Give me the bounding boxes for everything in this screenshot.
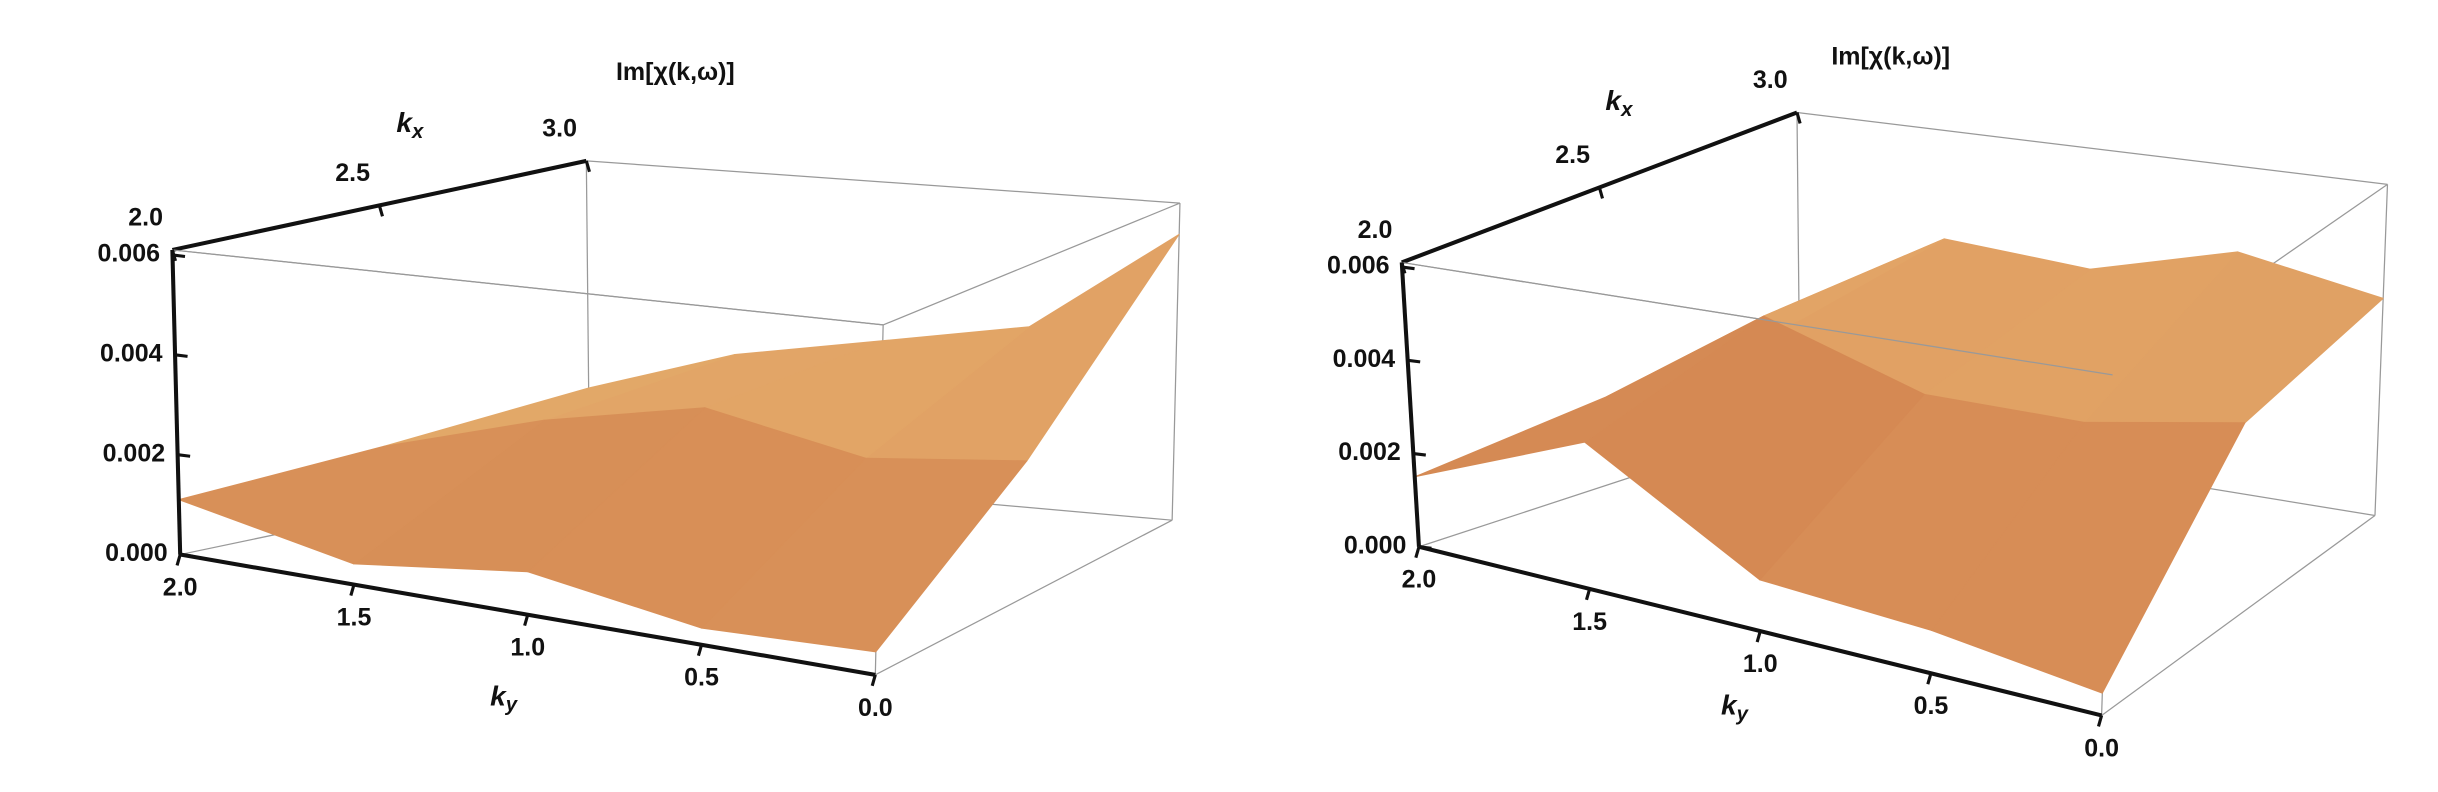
axis-label: kx [1605,86,1633,122]
axis-label: kx [396,107,424,143]
plot-label: Im[χ(k,ω)] [1831,42,1950,70]
y-tick-label: 0.0 [858,694,893,722]
box-edge [1401,261,2113,376]
box-edge [882,202,1181,326]
y-tick [175,554,182,566]
x-tick-label: 2.0 [1358,216,1393,244]
box-edge [172,249,884,326]
x-tick-label: 2.5 [1555,141,1590,169]
y-tick-label: 1.0 [510,634,545,662]
x-tick [584,160,591,173]
y-tick-label: 2.0 [163,574,198,602]
y-tick [1755,630,1762,643]
box-edge [2374,184,2389,516]
y-tick [523,614,530,627]
z-tick [177,453,191,458]
z-tick [1418,545,1432,550]
z-tick-label: 0.004 [100,339,163,367]
y-tick [1926,672,1933,685]
axis-label: ky [490,681,519,717]
y-tick-label: 0.5 [684,664,719,692]
y-tick-label: 0.0 [2084,734,2119,762]
y-tick-label: 1.5 [337,604,372,632]
z-tick [1413,451,1427,457]
surface-plot: 2.0 2.5 3.0 2.0 1.5 1.0 0.5 0.0 0.000 0.002 0.004 0… [1327,42,2389,762]
x-tick [1795,112,1802,124]
z-tick-label: 0.006 [1327,252,1390,280]
y-tick-label: 1.5 [1572,608,1607,636]
plot-label: Im[χ(k,ω)] [616,58,735,86]
box-edge [875,519,1173,676]
y-tick [696,644,704,657]
x-tick [377,204,384,217]
surface-cell [178,419,545,565]
surface-cell [1414,315,1765,478]
y-tick [349,584,356,596]
box-edge [586,160,1180,204]
axis-label-subscript: x [411,121,424,143]
z-tick [1401,265,1415,271]
axis-label-base: k [490,681,507,712]
y-tick [1414,546,1421,559]
z-tick-label: 0.002 [103,439,166,467]
x-tick-label: 3.0 [542,114,577,142]
z-tick [1407,358,1421,364]
box-edge [1171,203,1181,521]
z-tick-label: 0.004 [1333,345,1396,373]
axis-label-base: k [396,107,413,138]
axis-label-base: k [1721,690,1738,721]
x-tick-label: 2.5 [335,159,370,187]
z-axis [170,249,183,555]
z-tick-label: 0.002 [1338,438,1401,466]
z-tick-label: 0.000 [1344,531,1407,559]
z-tick-label: 0.000 [105,539,168,567]
y-tick [870,674,877,687]
z-tick-label: 0.006 [97,240,160,268]
z-axis [1399,262,1421,547]
y-tick [2096,715,2104,727]
axis-label-base: k [1605,86,1622,117]
axis-label: ky [1721,690,1750,726]
box-edge [2101,514,2376,716]
z-tick [172,253,186,259]
y-tick-label: 1.0 [1743,650,1778,678]
x-tick [1597,187,1605,199]
y-tick-label: 0.5 [1914,692,1949,720]
y-tick-label: 2.0 [1402,566,1437,594]
surface-plot: 2.0 2.5 3.0 2.0 1.5 1.0 0.5 0.0 0.000 0.002 0.004 0… [97,58,1181,722]
z-tick [179,553,193,558]
axis-label-subscript: y [505,694,519,716]
x-tick-label: 3.0 [1753,66,1788,94]
axis-label-subscript: y [1736,704,1750,726]
y-tick [1584,588,1592,601]
axis-label-subscript: x [1620,99,1633,121]
x-tick-label: 2.0 [128,203,163,231]
box-edge [1796,111,2388,185]
z-tick [174,353,188,358]
